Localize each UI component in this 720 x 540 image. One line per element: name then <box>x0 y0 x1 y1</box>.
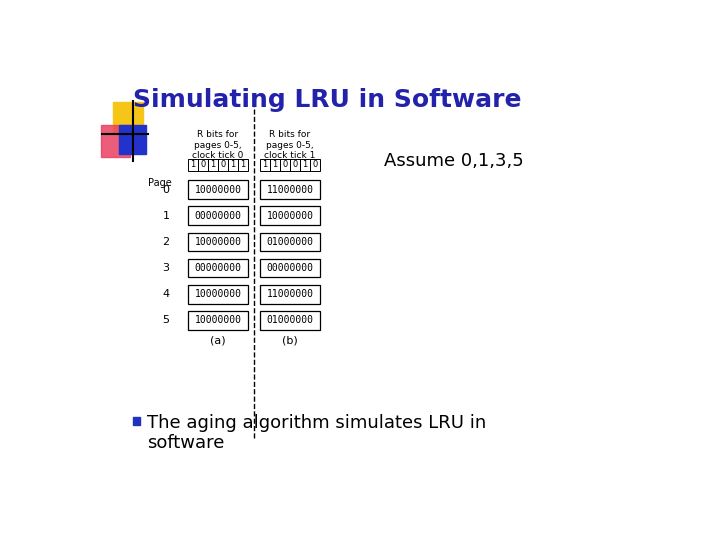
Text: (b): (b) <box>282 336 298 346</box>
Text: 0: 0 <box>282 160 287 170</box>
Text: Assume 0,1,3,5: Assume 0,1,3,5 <box>384 152 524 170</box>
Text: 3: 3 <box>163 263 169 273</box>
Text: 10000000: 10000000 <box>266 211 313 221</box>
Text: 2: 2 <box>163 237 169 247</box>
Bar <box>300 159 310 171</box>
Text: 10000000: 10000000 <box>194 289 241 299</box>
Bar <box>260 180 320 199</box>
Text: 11000000: 11000000 <box>266 289 313 299</box>
Text: 1: 1 <box>230 160 235 170</box>
Bar <box>290 159 300 171</box>
Text: 10000000: 10000000 <box>194 185 241 194</box>
Text: 1: 1 <box>302 160 307 170</box>
Text: Simulating LRU in Software: Simulating LRU in Software <box>132 88 521 112</box>
Text: 10000000: 10000000 <box>194 315 241 326</box>
Bar <box>188 233 248 251</box>
Text: 00000000: 00000000 <box>194 211 241 221</box>
Bar <box>208 159 218 171</box>
Bar <box>113 102 143 134</box>
Bar <box>218 159 228 171</box>
Text: 0: 0 <box>292 160 297 170</box>
Text: The aging algorithm simulates LRU in
software: The aging algorithm simulates LRU in sof… <box>147 414 486 453</box>
Bar <box>198 159 208 171</box>
Bar <box>280 159 290 171</box>
Text: 11000000: 11000000 <box>266 185 313 194</box>
Text: 1: 1 <box>262 160 267 170</box>
Bar <box>270 159 280 171</box>
Text: 01000000: 01000000 <box>266 237 313 247</box>
Bar <box>260 259 320 278</box>
Text: 1: 1 <box>272 160 277 170</box>
Bar <box>260 206 320 225</box>
Bar <box>188 311 248 330</box>
Bar <box>260 159 270 171</box>
Bar <box>188 180 248 199</box>
Text: R bits for
pages 0-5,
clock tick 1: R bits for pages 0-5, clock tick 1 <box>264 130 315 160</box>
Text: 1: 1 <box>190 160 195 170</box>
Text: 1: 1 <box>210 160 215 170</box>
Bar <box>101 125 130 157</box>
Text: 01000000: 01000000 <box>266 315 313 326</box>
Text: 1: 1 <box>240 160 246 170</box>
Bar <box>260 285 320 303</box>
Bar <box>238 159 248 171</box>
Bar <box>228 159 238 171</box>
Bar <box>188 259 248 278</box>
Text: 1: 1 <box>163 211 169 221</box>
Text: (a): (a) <box>210 336 225 346</box>
Bar <box>188 159 198 171</box>
Text: 0: 0 <box>220 160 225 170</box>
Bar <box>260 233 320 251</box>
Text: 5: 5 <box>163 315 169 326</box>
Text: 4: 4 <box>163 289 169 299</box>
Text: 0: 0 <box>312 160 318 170</box>
Bar <box>120 125 145 154</box>
Bar <box>188 206 248 225</box>
Text: 00000000: 00000000 <box>266 263 313 273</box>
Text: Page: Page <box>148 178 172 188</box>
Text: 10000000: 10000000 <box>194 237 241 247</box>
Bar <box>132 417 140 425</box>
Bar <box>188 285 248 303</box>
Bar <box>260 311 320 330</box>
Text: 0: 0 <box>163 185 169 194</box>
Bar <box>310 159 320 171</box>
Text: 00000000: 00000000 <box>194 263 241 273</box>
Text: R bits for
pages 0-5,
clock tick 0: R bits for pages 0-5, clock tick 0 <box>192 130 243 160</box>
Text: 0: 0 <box>200 160 205 170</box>
